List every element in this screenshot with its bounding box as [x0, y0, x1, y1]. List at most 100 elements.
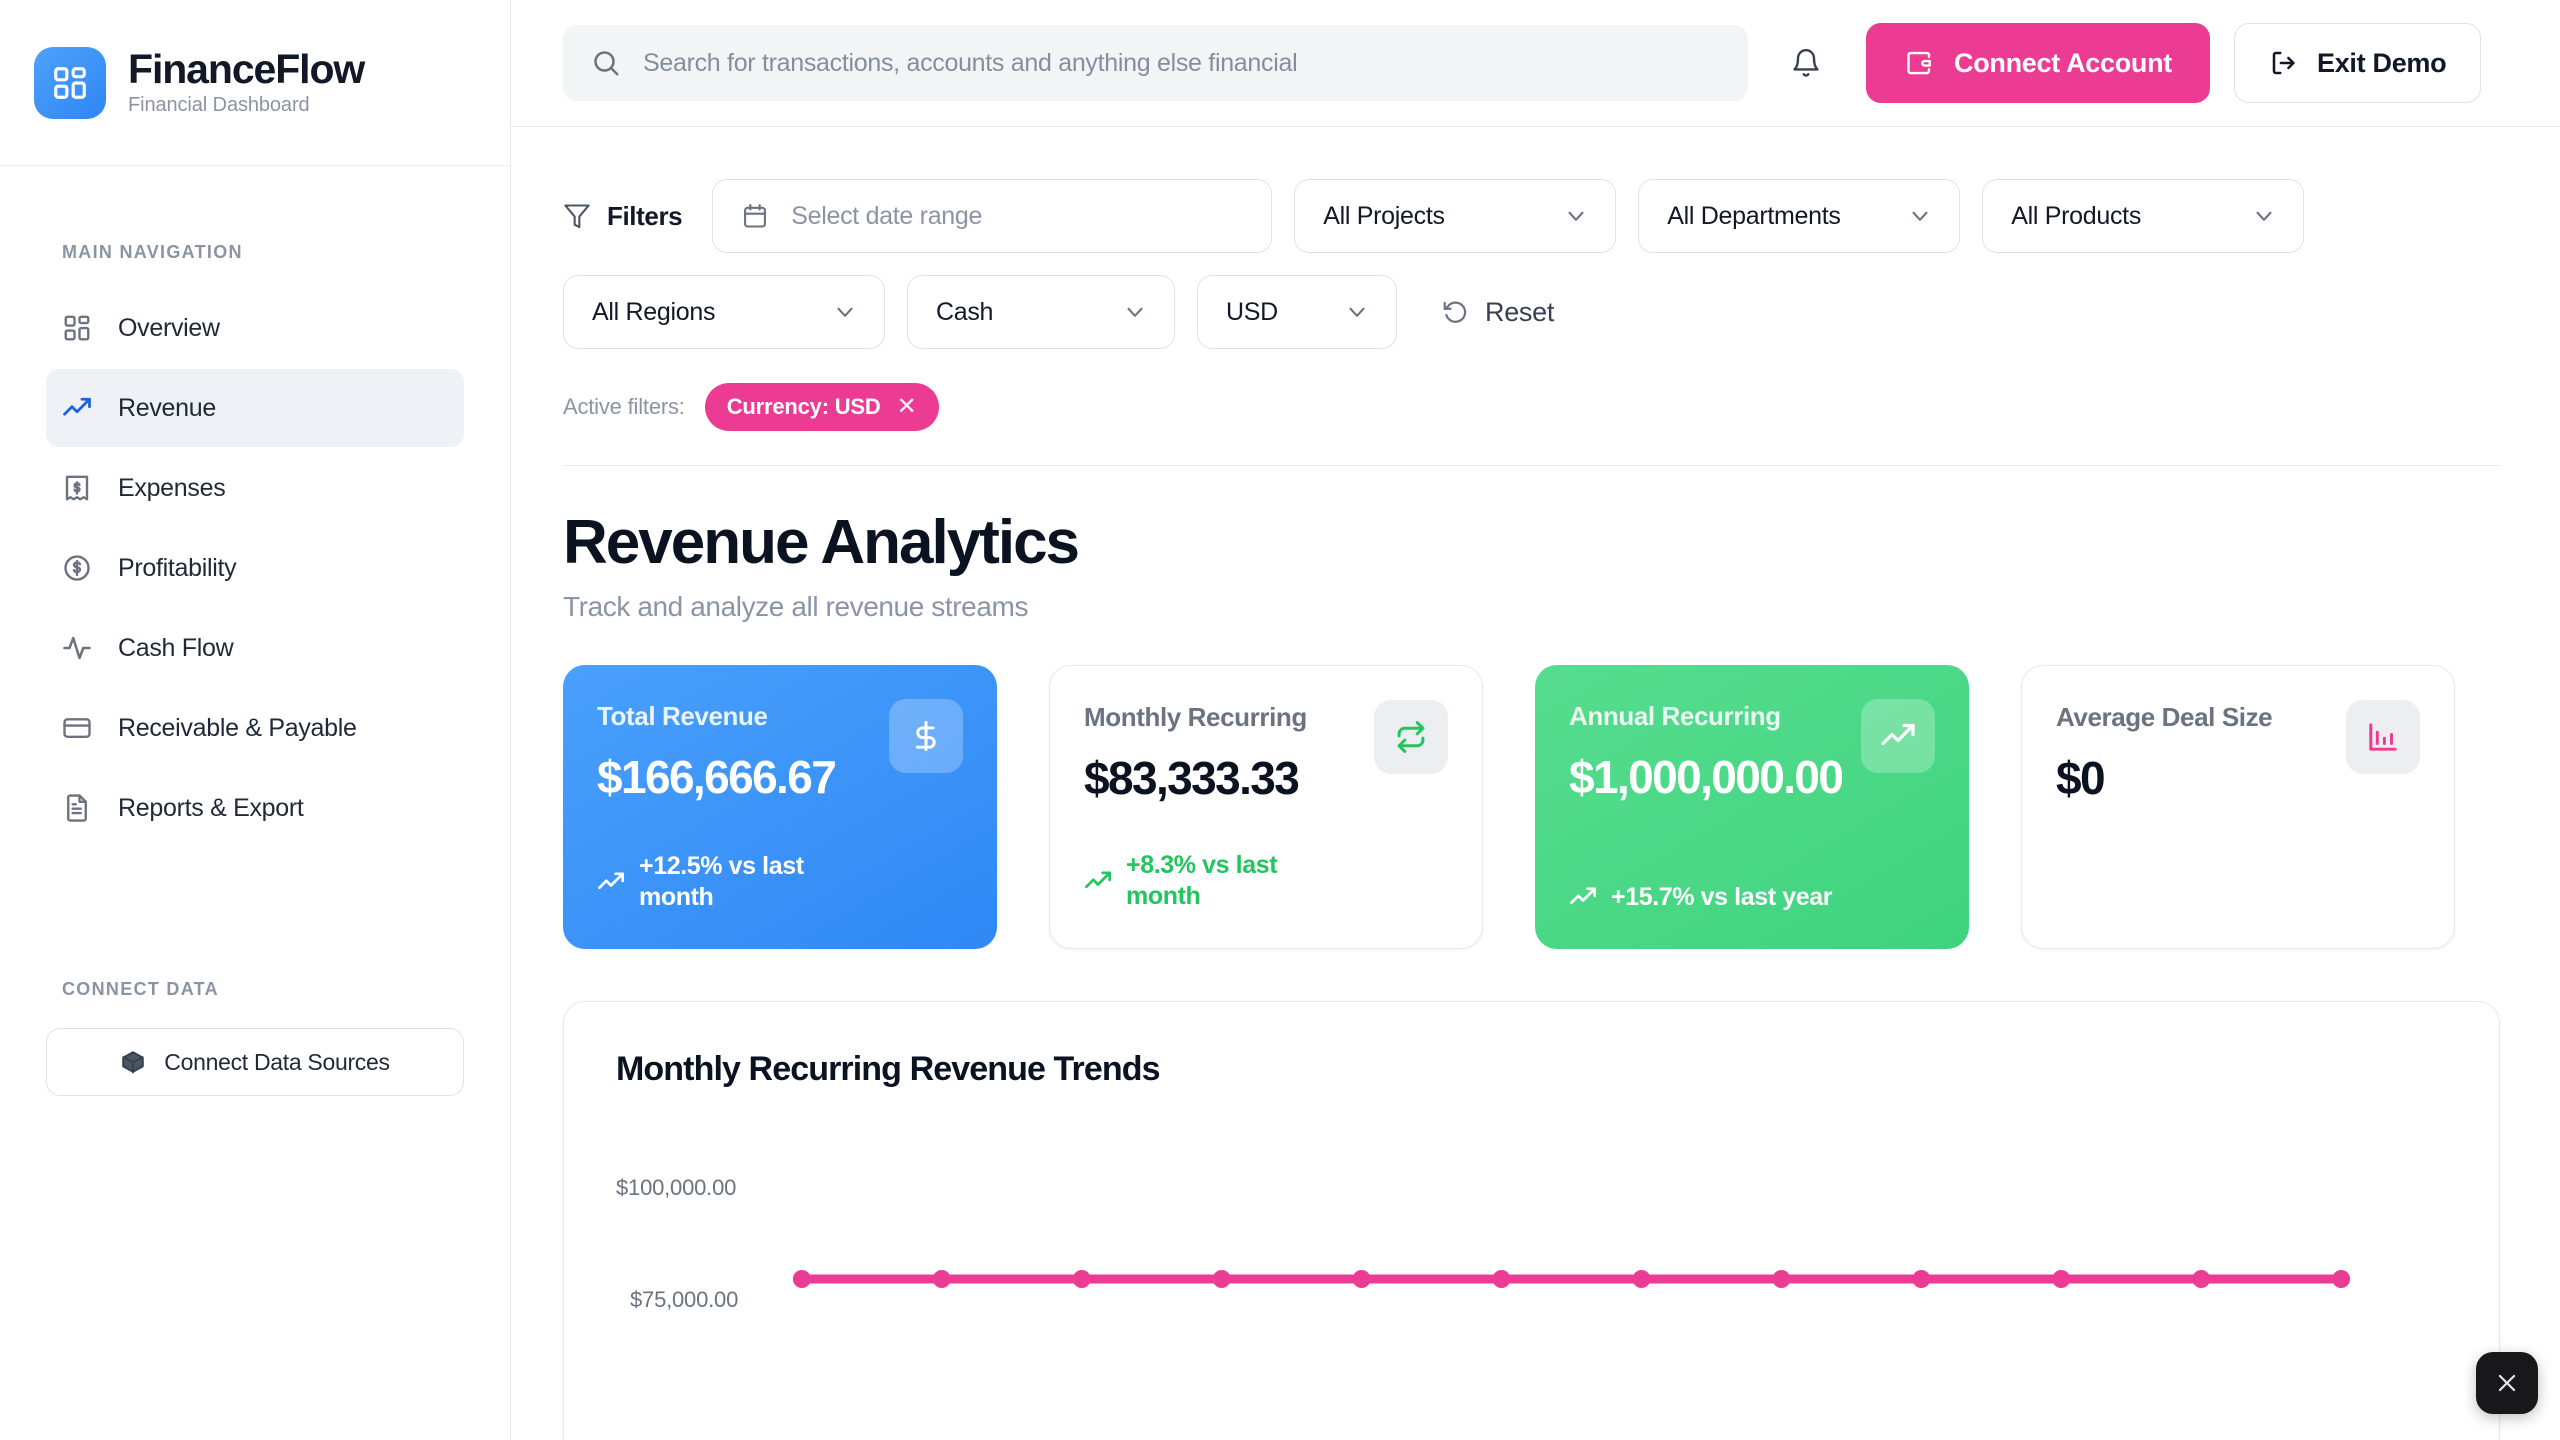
credit-card-icon: [62, 713, 92, 743]
sidebar-item-label: Receivable & Payable: [118, 713, 357, 742]
sidebar-item-profitability[interactable]: Profitability: [46, 529, 464, 607]
chart-data-point[interactable]: [2192, 1270, 2211, 1289]
sidebar-item-label: Overview: [118, 313, 220, 342]
sidebar-item-label: Cash Flow: [118, 633, 234, 662]
sidebar-item-revenue[interactable]: Revenue: [46, 369, 464, 447]
exit-demo-label: Exit Demo: [2317, 47, 2447, 78]
sidebar-item-label: Profitability: [118, 553, 237, 582]
activity-pulse-icon: [62, 633, 92, 663]
page-title: Revenue Analytics: [563, 508, 1080, 577]
kpi-trend: +8.3% vs last month: [1084, 850, 1344, 913]
close-icon: [2494, 1370, 2520, 1396]
kpi-label: Total Revenue: [597, 701, 768, 732]
line-series-mrr: [776, 1153, 2367, 1440]
kpi-value: $1,000,000.00: [1569, 751, 1844, 804]
trending-up-icon: [62, 393, 92, 423]
main-navigation: Overview Revenue Expenses: [0, 289, 510, 847]
sidebar-item-cash-flow[interactable]: Cash Flow: [46, 609, 464, 687]
connect-data-sources-button[interactable]: Connect Data Sources: [46, 1028, 464, 1096]
kpi-card-annual-recurring[interactable]: Annual Recurring $1,000,000.00 +15.7% vs…: [1535, 665, 1969, 950]
kpi-trend-label: +12.5% vs last month: [639, 851, 804, 911]
grid-squares-icon: [51, 64, 89, 102]
chevron-down-icon: [1122, 299, 1148, 325]
filters-toggle[interactable]: Filters: [563, 200, 683, 232]
chevron-down-icon: [2251, 203, 2277, 229]
departments-select-value: All Departments: [1667, 201, 1841, 230]
sidebar-item-receivable-payable[interactable]: Receivable & Payable: [46, 689, 464, 767]
chart-data-point[interactable]: [2332, 1270, 2351, 1289]
chart-data-point[interactable]: [1492, 1270, 1511, 1289]
chart-data-point[interactable]: [1352, 1270, 1371, 1289]
kpi-card-average-deal-size[interactable]: Average Deal Size $0: [2021, 665, 2455, 950]
chart-data-point[interactable]: [1912, 1270, 1931, 1289]
search-input[interactable]: [643, 48, 1720, 78]
app-subtitle: Financial Dashboard: [128, 94, 310, 117]
regions-select[interactable]: All Regions: [563, 275, 885, 349]
products-select[interactable]: All Products: [1982, 179, 2305, 253]
page-subtitle: Track and analyze all revenue streams: [563, 591, 1029, 623]
chart-data-point[interactable]: [1772, 1270, 1791, 1289]
projects-select[interactable]: All Projects: [1294, 179, 1617, 253]
main-area: Connect Account Exit Demo: [511, 0, 2560, 1440]
chevron-down-icon: [832, 299, 858, 325]
chart-data-point[interactable]: [1632, 1270, 1651, 1289]
mrr-line-chart-svg: [792, 1270, 2351, 1289]
kpi-badge: [2346, 700, 2420, 775]
close-icon[interactable]: ✕: [896, 393, 917, 420]
sidebar-item-expenses[interactable]: Expenses: [46, 449, 464, 527]
chart-card-mrr-trends: Monthly Recurring Revenue Trends $100,00…: [563, 1001, 2500, 1440]
filter-row-primary: Filters Select date range: [563, 179, 2500, 253]
close-overlay-button[interactable]: [2476, 1352, 2538, 1414]
filter-bar: Filters Select date range: [563, 179, 2500, 466]
grid-squares-icon: [62, 313, 92, 343]
chart-data-point[interactable]: [2052, 1270, 2071, 1289]
sidebar-item-overview[interactable]: Overview: [46, 289, 464, 367]
chart-data-point[interactable]: [792, 1270, 811, 1289]
active-filter-chip[interactable]: Currency: USD ✕: [704, 383, 939, 431]
notifications-button[interactable]: [1770, 27, 1842, 99]
box-cube-icon: [120, 1049, 146, 1075]
reset-label: Reset: [1485, 296, 1555, 327]
kpi-trend: +15.7% vs last year: [1569, 882, 1935, 913]
kpi-label: Annual Recurring: [1569, 701, 1781, 732]
global-search[interactable]: [563, 25, 1748, 101]
chart-plot-area: $100,000.00 $75,000.00: [616, 1153, 2447, 1440]
reset-filters-button[interactable]: Reset: [1441, 297, 1554, 328]
filters-label: Filters: [607, 200, 683, 231]
chart-data-point[interactable]: [932, 1270, 951, 1289]
logout-icon: [2269, 48, 2299, 78]
products-select-value: All Products: [2011, 201, 2142, 230]
y-axis-tick-label: $100,000.00: [616, 1175, 737, 1201]
chevron-down-icon: [1344, 299, 1370, 325]
currency-select-value: USD: [1226, 297, 1278, 326]
kpi-badge: [889, 699, 963, 774]
bell-icon: [1790, 47, 1822, 79]
connect-account-button[interactable]: Connect Account: [1866, 23, 2210, 103]
chart-data-point[interactable]: [1212, 1270, 1231, 1289]
rotate-ccw-icon: [1441, 298, 1469, 326]
trending-up-icon: [597, 868, 625, 896]
regions-select-value: All Regions: [592, 297, 716, 326]
kpi-card-monthly-recurring[interactable]: Monthly Recurring $83,333.33 +8.3% vs la…: [1049, 665, 1483, 950]
section-divider: [563, 465, 2500, 466]
departments-select[interactable]: All Departments: [1638, 179, 1961, 253]
kpi-card-total-revenue[interactable]: Total Revenue $166,666.67 +12.5% vs last…: [563, 665, 997, 950]
search-icon: [591, 48, 621, 78]
payment-method-select[interactable]: Cash: [907, 275, 1175, 349]
kpi-label: Monthly Recurring: [1084, 702, 1307, 733]
sidebar-item-label: Reports & Export: [118, 793, 304, 822]
kpi-badge: [1374, 700, 1448, 775]
wallet-icon: [1904, 48, 1934, 78]
payment-method-select-value: Cash: [936, 297, 994, 326]
currency-select[interactable]: USD: [1197, 275, 1397, 349]
exit-demo-button[interactable]: Exit Demo: [2234, 23, 2482, 103]
chart-data-point[interactable]: [1072, 1270, 1091, 1289]
sidebar-item-reports-export[interactable]: Reports & Export: [46, 769, 464, 847]
active-filters-label: Active filters:: [563, 394, 685, 419]
kpi-value: $0: [2056, 752, 2106, 805]
app-logo: [34, 46, 106, 119]
calendar-icon: [741, 202, 769, 230]
date-range-picker[interactable]: Select date range: [712, 179, 1273, 253]
nav-section-label: MAIN NAVIGATION: [62, 242, 243, 262]
